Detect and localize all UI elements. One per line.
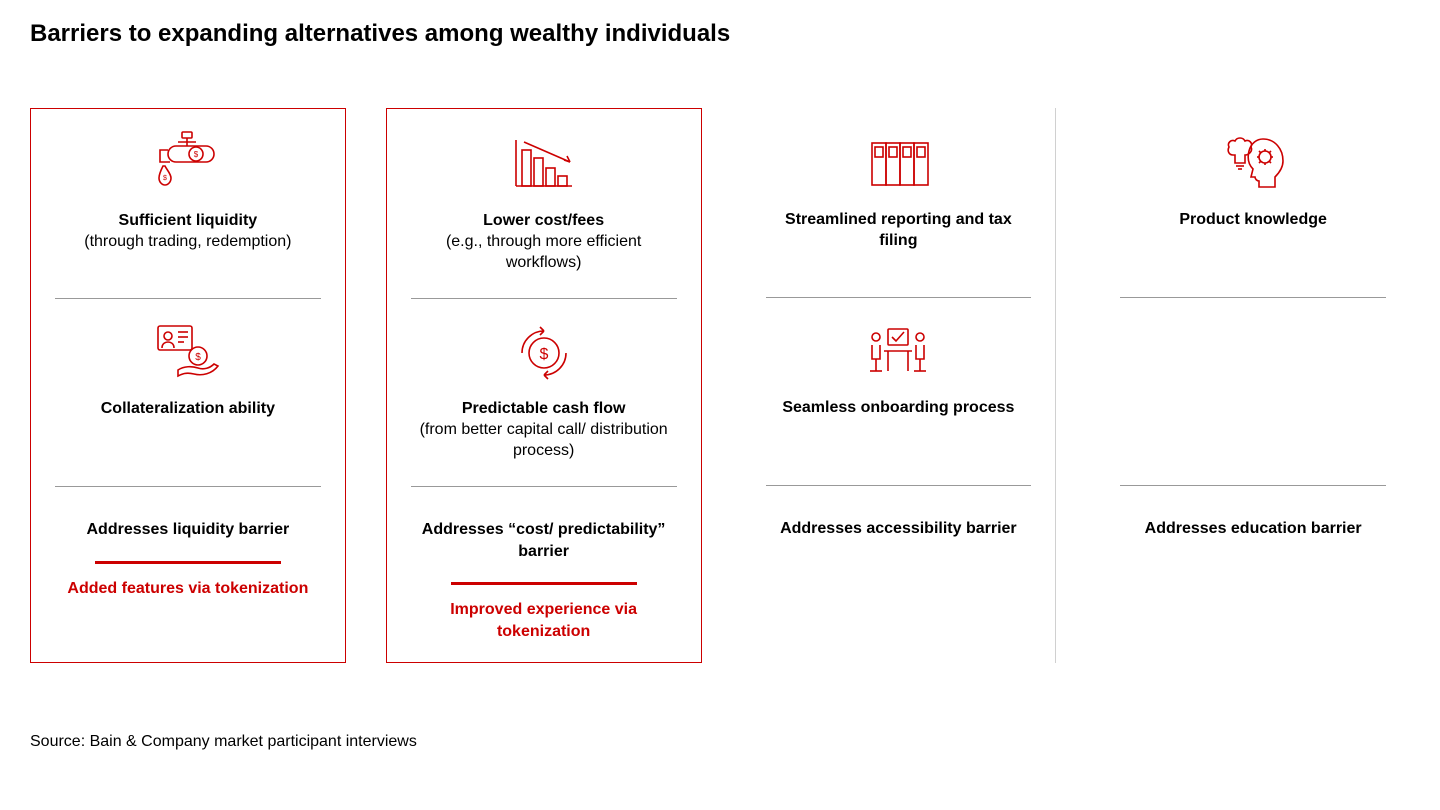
cell-knowledge: Product knowledge xyxy=(1120,128,1386,298)
cell-collateralization: $ Collateralization ability xyxy=(55,317,321,487)
column-accessibility: Streamlined reporting and tax filing xyxy=(742,108,1057,663)
meeting-check-icon xyxy=(858,316,938,388)
tokenization-label: Improved experience via tokenization xyxy=(411,599,677,642)
barrier-label: Addresses education barrier xyxy=(1120,504,1386,554)
cell-title: Product knowledge xyxy=(1179,211,1327,228)
barrier-label: Addresses “cost/ predictability” barrier xyxy=(411,505,677,576)
barrier-label: Addresses liquidity barrier xyxy=(55,505,321,555)
cell-title: Collateralization ability xyxy=(101,400,275,417)
cell-title: Lower cost/fees xyxy=(483,212,604,229)
column-cost: Lower cost/fees (e.g., through more effi… xyxy=(386,108,702,663)
cell-lower-cost: Lower cost/fees (e.g., through more effi… xyxy=(411,129,677,299)
svg-text:$: $ xyxy=(163,175,167,182)
bar-decline-icon xyxy=(504,129,584,201)
svg-text:$: $ xyxy=(195,352,201,363)
cell-sub: (from better capital call/ distribution … xyxy=(420,421,668,459)
source-attribution: Source: Bain & Company market participan… xyxy=(30,733,1410,751)
head-gear-bulb-icon xyxy=(1213,128,1293,200)
column-education: Product knowledge Addresses education ba… xyxy=(1096,108,1410,663)
token-separator xyxy=(95,561,281,564)
id-hand-dollar-icon: $ xyxy=(148,317,228,389)
cell-reporting: Streamlined reporting and tax filing xyxy=(766,128,1032,298)
cell-title: Streamlined reporting and tax filing xyxy=(785,211,1012,249)
cell-sub: (e.g., through more efficient workflows) xyxy=(446,233,641,271)
cell-sub: (through trading, redemption) xyxy=(84,233,291,250)
cell-title: Sufficient liquidity xyxy=(119,212,258,229)
tokenization-label: Added features via tokenization xyxy=(55,578,321,600)
faucet-dollar-icon: $ $ xyxy=(148,129,228,201)
columns-grid: $ $ Sufficient liquidity (through tradin… xyxy=(30,108,1410,663)
cell-cash-flow: $ Predictable cash flow (from better cap… xyxy=(411,317,677,487)
cell-title: Seamless onboarding process xyxy=(782,399,1014,416)
svg-text:$: $ xyxy=(539,346,548,363)
cell-empty xyxy=(1120,316,1386,486)
cell-onboarding: Seamless onboarding process xyxy=(766,316,1032,486)
dollar-cycle-icon: $ xyxy=(504,317,584,389)
page-title: Barriers to expanding alternatives among… xyxy=(30,20,1410,48)
file-cabinet-icon xyxy=(858,128,938,200)
barrier-label: Addresses accessibility barrier xyxy=(766,504,1032,554)
svg-text:$: $ xyxy=(194,150,199,159)
cell-title: Predictable cash flow xyxy=(462,400,626,417)
token-separator xyxy=(451,582,637,585)
cell-liquidity: $ $ Sufficient liquidity (through tradin… xyxy=(55,129,321,299)
column-liquidity: $ $ Sufficient liquidity (through tradin… xyxy=(30,108,346,663)
